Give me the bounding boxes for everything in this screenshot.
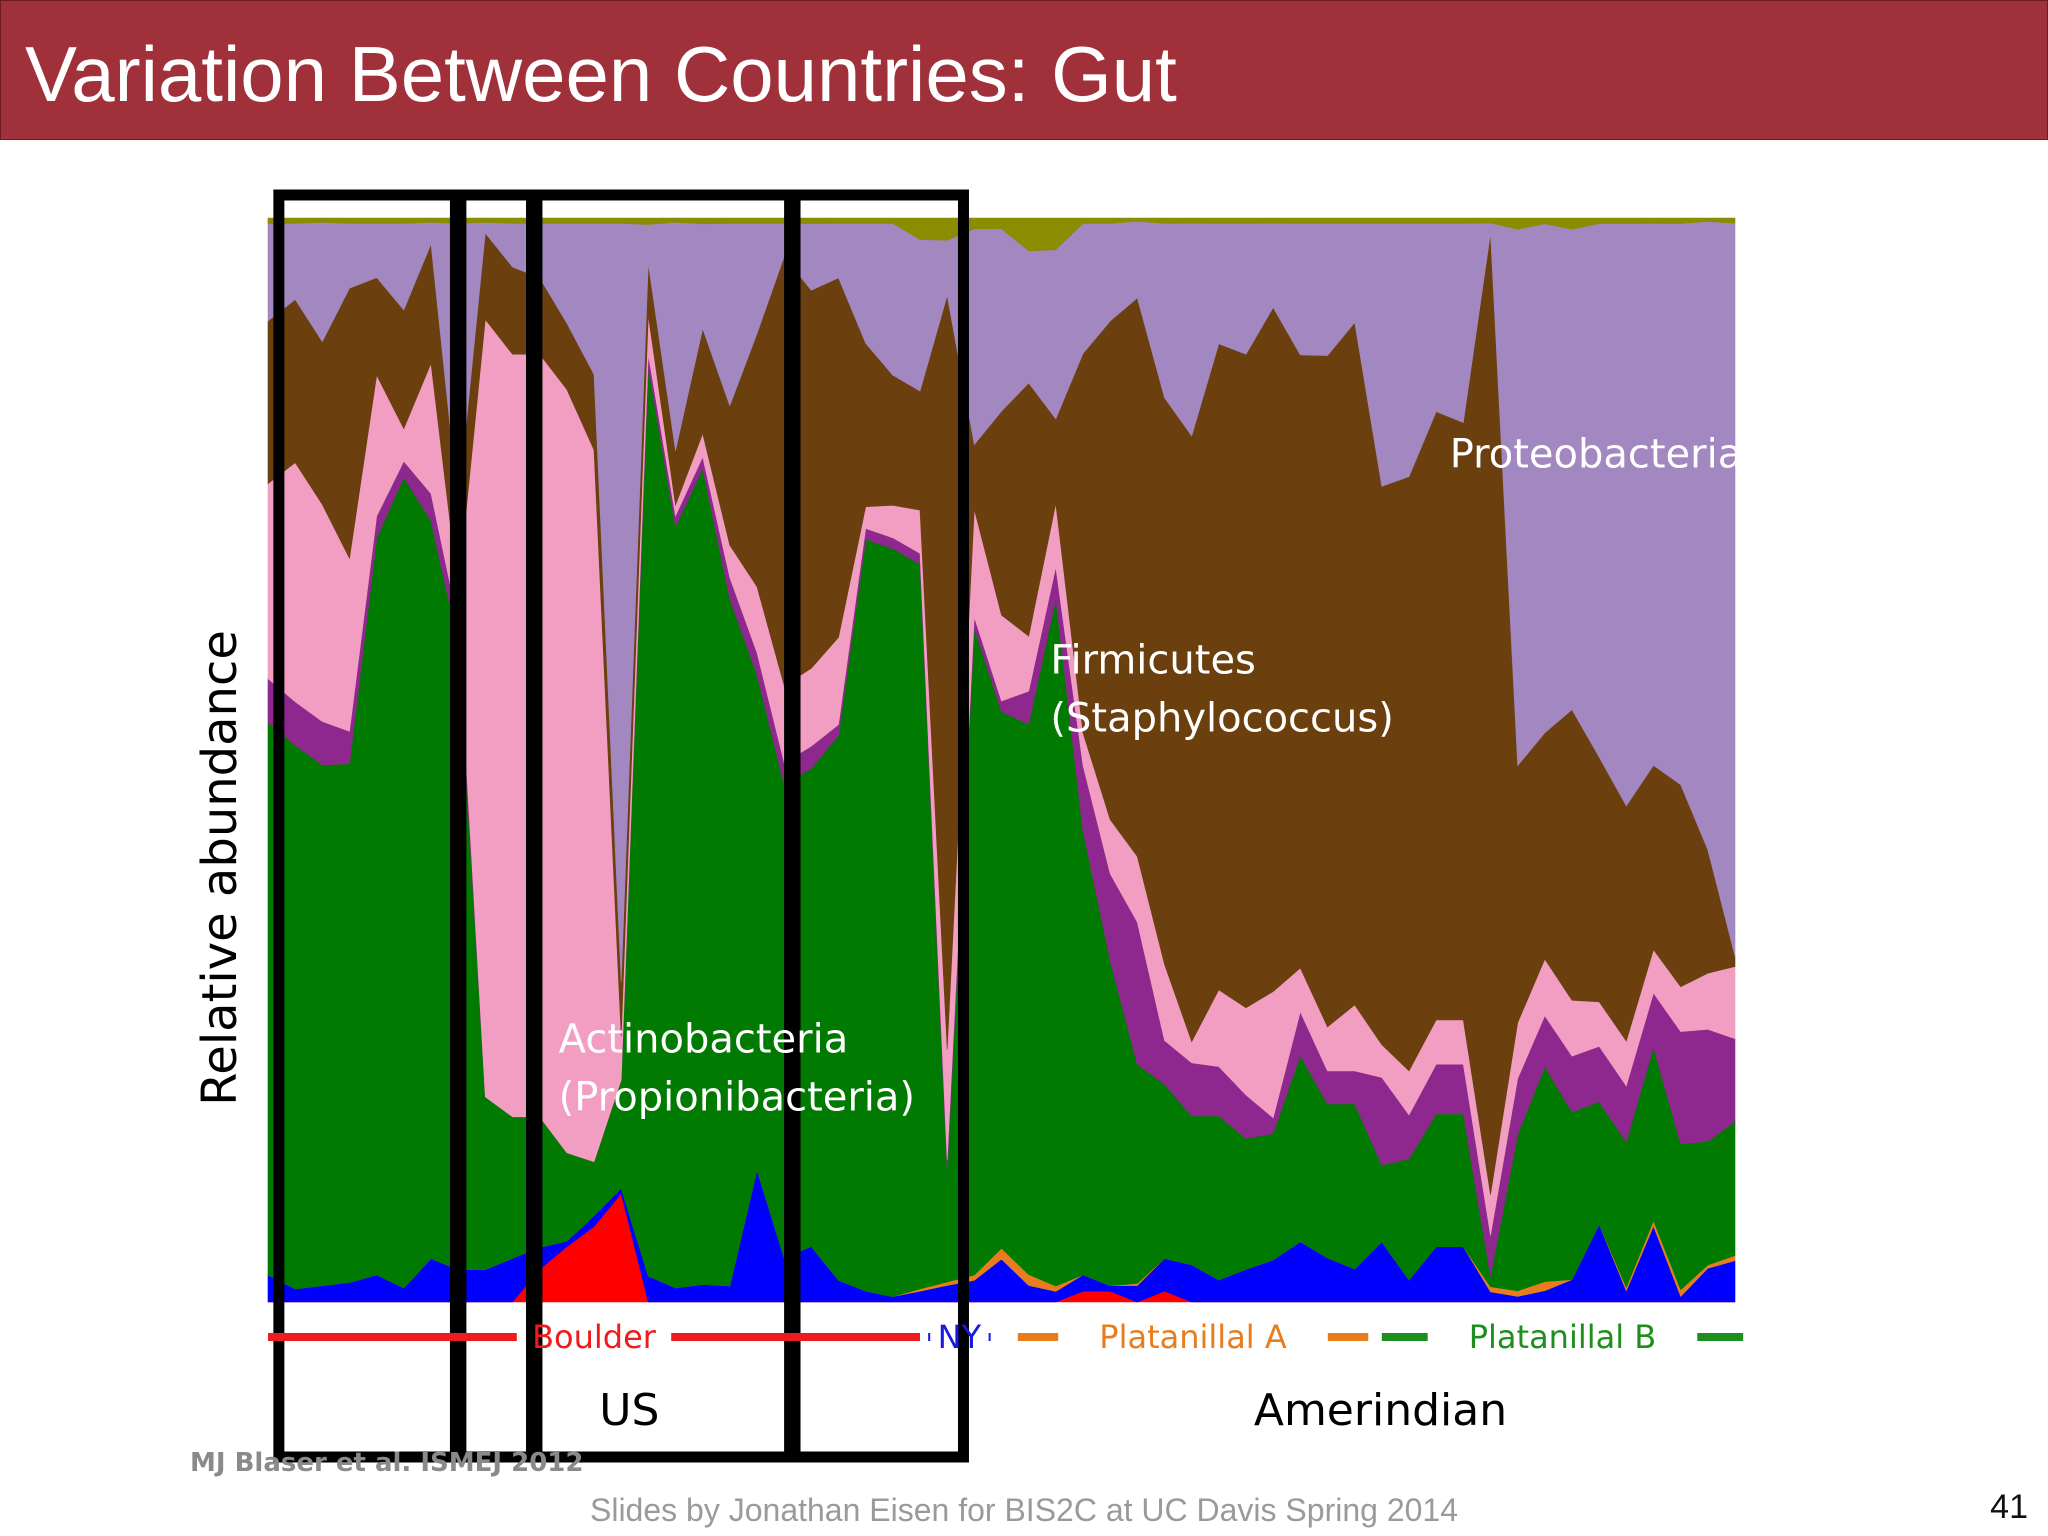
series-label-0-0: Proteobacteria <box>1450 431 1742 477</box>
citation: MJ Blaser et al. ISMEJ 2012 <box>190 1448 584 1478</box>
highlight-box-3 <box>784 189 969 1463</box>
series-label-1-0: Firmicutes <box>1050 637 1256 683</box>
slide-title: Variation Between Countries: Gut <box>25 30 1177 118</box>
group-label-layer: Boulder NY Platanillal A Platanillal B US Ame… <box>268 1318 1744 1436</box>
area-series-8 <box>267 217 1736 252</box>
series-label-2-1: (Propionibacteria) <box>559 1075 915 1121</box>
group-label-1: Amerindian <box>1254 1385 1507 1436</box>
group-bar-label-0: Boulder <box>532 1318 657 1356</box>
series-label-2-0: Actinobacteria <box>559 1017 849 1063</box>
series-label-1-1: (Staphylococcus) <box>1050 695 1393 741</box>
title-bar: Variation Between Countries: Gut <box>0 0 2048 140</box>
group-bar-label-2: Platanillal A <box>1099 1318 1287 1356</box>
footer-credit: Slides by Jonathan Eisen for BIS2C at UC… <box>589 1492 1458 1528</box>
y-axis-label: Relative abundance <box>192 630 248 1106</box>
page-number: 41 <box>1990 1488 2028 1526</box>
group-bar-label-3: Platanillal B <box>1469 1318 1657 1356</box>
area-series-layer <box>267 217 1736 1303</box>
group-bar-label-1: NY <box>938 1318 982 1356</box>
group-label-0: US <box>599 1385 659 1436</box>
annotation-layer: Proteobacteria Firmicutes (Staphylococcus)… <box>559 431 1743 1120</box>
highlight-box-layer <box>273 189 969 1463</box>
